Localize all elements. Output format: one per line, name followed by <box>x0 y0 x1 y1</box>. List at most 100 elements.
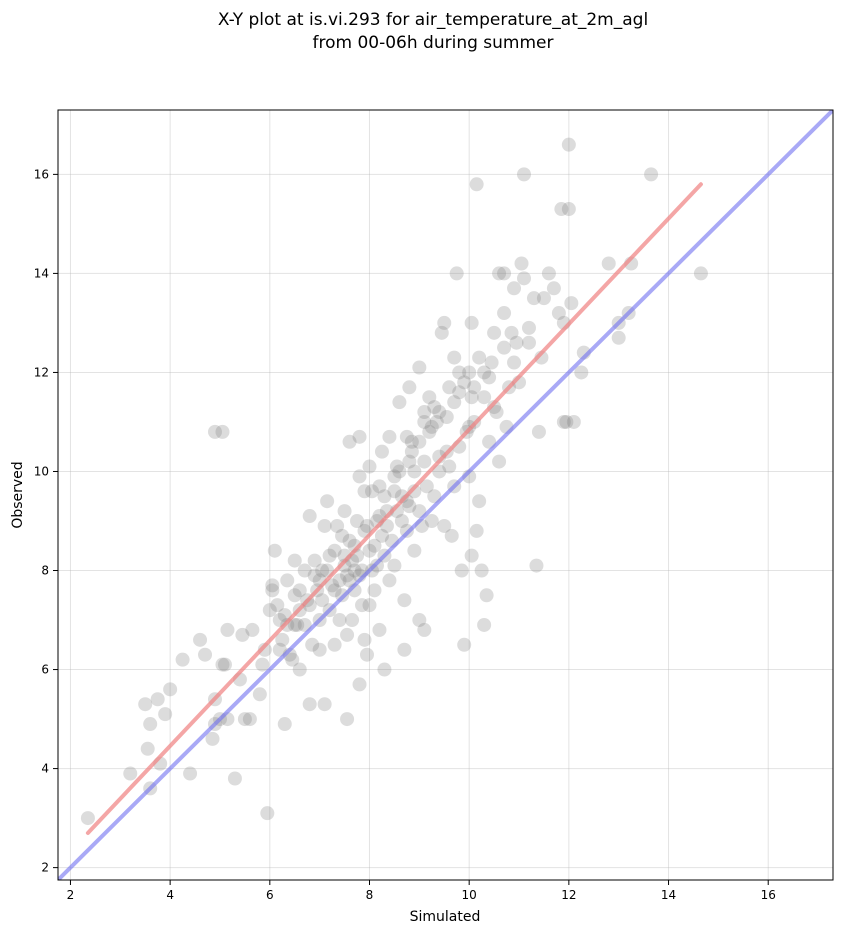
scatter-point <box>541 266 556 281</box>
scatter-point <box>207 424 222 439</box>
scatter-point <box>143 717 158 732</box>
scatter-point <box>387 558 402 573</box>
scatter-point <box>487 325 502 340</box>
scatter-point <box>507 355 522 370</box>
scatter-point <box>265 578 280 593</box>
scatter-point <box>367 538 382 553</box>
scatter-point <box>457 375 472 390</box>
scatter-point <box>357 484 372 499</box>
scatter-point <box>227 771 242 786</box>
scatter-point <box>397 593 412 608</box>
y-tick-label: 16 <box>34 167 49 181</box>
scatter-point <box>442 380 457 395</box>
scatter-point <box>270 598 285 613</box>
y-tick-label: 12 <box>34 365 49 379</box>
scatter-point <box>497 266 512 281</box>
scatter-point <box>412 613 427 628</box>
scatter-point <box>399 429 414 444</box>
scatter-point <box>462 365 477 380</box>
scatter-point <box>452 385 467 400</box>
scatter-point <box>387 484 402 499</box>
scatter-point <box>360 647 375 662</box>
scatter-point <box>449 266 464 281</box>
scatter-point <box>407 484 422 499</box>
scatter-point <box>492 454 507 469</box>
grid-lines <box>58 110 833 880</box>
scatter-point <box>277 717 292 732</box>
scatter-point <box>402 380 417 395</box>
scatter-point <box>372 622 387 637</box>
scatter-point <box>215 424 230 439</box>
scatter-point <box>531 424 546 439</box>
scatter-point <box>292 583 307 598</box>
scatter-point <box>444 528 459 543</box>
scatter-point <box>382 573 397 588</box>
scatter-point <box>424 513 439 528</box>
scatter-point <box>556 414 571 429</box>
scatter-point <box>402 499 417 514</box>
scatter-point <box>138 697 153 712</box>
scatter-point <box>419 479 434 494</box>
scatter-point <box>357 632 372 647</box>
chart-title-line-1: X-Y plot at is.vi.293 for air_temperatur… <box>218 10 648 30</box>
scatter-point <box>275 632 290 647</box>
scatter-point <box>437 315 452 330</box>
scatter-point <box>340 712 355 727</box>
scatter-point <box>377 489 392 504</box>
scatter-point <box>417 622 432 637</box>
x-tick-label: 6 <box>266 888 274 902</box>
scatter-point <box>442 459 457 474</box>
scatter-point <box>601 256 616 271</box>
scatter-point <box>360 518 375 533</box>
chart-title-line-2: from 00-06h during summer <box>313 33 554 53</box>
scatter-point <box>297 563 312 578</box>
scatter-point <box>198 647 213 662</box>
scatter-point <box>260 806 275 821</box>
scatter-point <box>307 553 322 568</box>
scatter-point <box>265 583 280 598</box>
scatter-point <box>492 266 507 281</box>
scatter-point <box>427 400 442 415</box>
y-tick-label: 8 <box>41 564 49 578</box>
scatter-point <box>80 811 95 826</box>
scatter-point <box>372 479 387 494</box>
scatter-point <box>561 137 576 152</box>
scatter-point <box>404 444 419 459</box>
scatter-point <box>417 454 432 469</box>
scatter-point <box>402 454 417 469</box>
scatter-point <box>280 573 295 588</box>
scatter-point <box>332 573 347 588</box>
x-tick-label: 2 <box>67 888 75 902</box>
scatter-point <box>267 543 282 558</box>
scatter-point <box>350 513 365 528</box>
scatter-point <box>432 464 447 479</box>
scatter-point <box>374 444 389 459</box>
scatter-point <box>287 553 302 568</box>
scatter-point <box>255 657 270 672</box>
scatter-point <box>305 637 320 652</box>
scatter-point <box>422 424 437 439</box>
scatter-point <box>337 504 352 519</box>
scatter-point <box>150 692 165 707</box>
scatter-point <box>424 419 439 434</box>
scatter-points <box>80 137 708 826</box>
scatter-point <box>457 637 472 652</box>
x-tick-label: 10 <box>462 888 477 902</box>
scatter-point <box>355 598 370 613</box>
scatter-point <box>322 548 337 563</box>
scatter-point <box>389 459 404 474</box>
scatter-point <box>392 395 407 410</box>
scatter-point <box>422 390 437 405</box>
scatter-point <box>220 622 235 637</box>
scatter-point <box>317 518 332 533</box>
scatter-point <box>290 617 305 632</box>
scatter-point <box>193 632 208 647</box>
scatter-point <box>245 622 260 637</box>
scatter-point <box>325 578 340 593</box>
scatter-point <box>489 405 504 420</box>
scatter-point <box>454 563 469 578</box>
scatter-point <box>487 400 502 415</box>
scatter-point <box>285 652 300 667</box>
scatter-point <box>472 350 487 365</box>
scatter-point <box>367 583 382 598</box>
